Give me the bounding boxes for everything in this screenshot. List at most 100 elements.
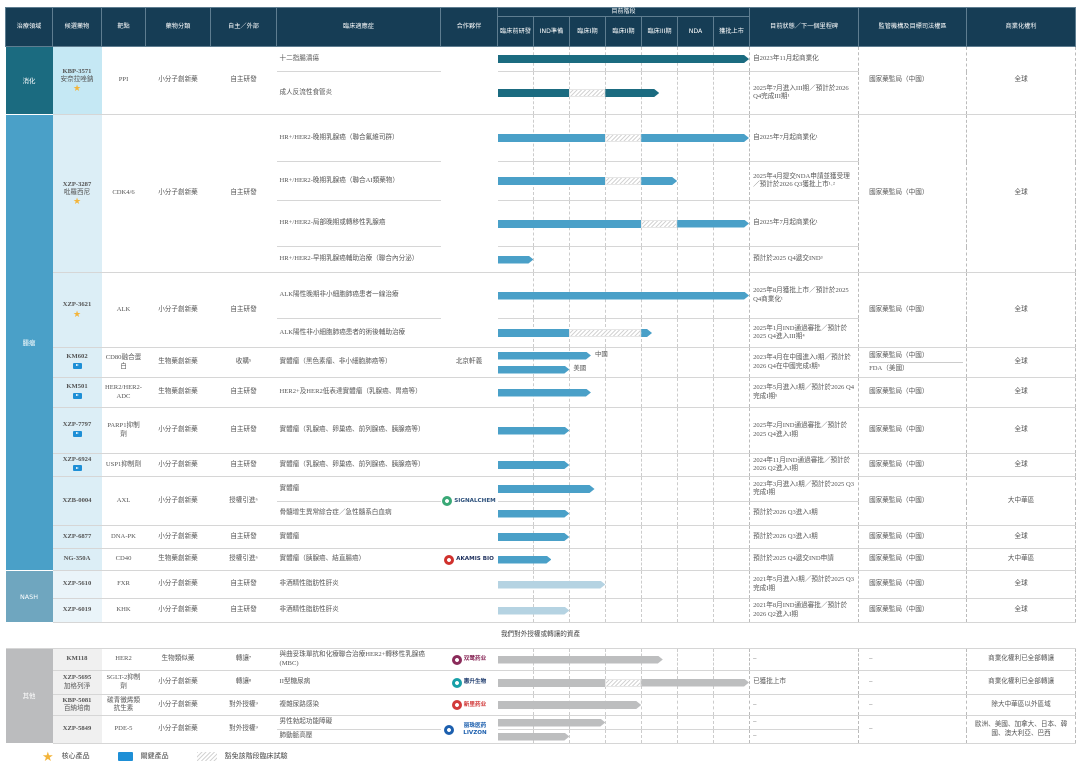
drug-class: 生物藥創新藥	[145, 548, 211, 571]
phase-gridline	[677, 319, 679, 347]
progress-bar-waived	[605, 678, 642, 687]
drug-class: 生物藥創新藥	[145, 377, 211, 408]
phase-progress	[497, 71, 750, 115]
drug-source: 自主研發	[210, 570, 277, 599]
drug-cell: XZP-5849	[52, 715, 102, 744]
commercial-rights: 全球	[966, 377, 1077, 408]
phase-gridline	[713, 599, 715, 622]
progress-track	[498, 733, 750, 741]
drug-source: 轉讓⁷	[210, 648, 277, 671]
drug-cell: XZP-6019	[52, 598, 102, 623]
status-milestone: 預計於2026 Q3進入I期	[749, 525, 859, 549]
phase-gridline	[569, 408, 571, 453]
track-label: 美國	[573, 364, 587, 372]
phase-gridline	[713, 730, 715, 743]
drug-target: KHK	[101, 598, 146, 623]
phase-gridline	[641, 599, 643, 622]
progress-bar	[497, 329, 570, 337]
partner-logo: 丽珠医药 LIVZON	[443, 722, 495, 737]
drug-class: 小分子創新藥	[145, 694, 211, 716]
commercial-rights: 全球	[966, 453, 1077, 477]
progress-bar-waived	[605, 134, 642, 142]
phase-gridline	[605, 378, 607, 407]
phase-gridline	[677, 408, 679, 453]
phase-gridline	[605, 477, 607, 501]
track-label: 中國	[594, 350, 608, 358]
indication: 實體瘤（胰腺癌、結直腸癌）	[276, 548, 441, 571]
regulator-item: 國家藥監局（中國）	[869, 426, 929, 434]
regulator: –	[858, 648, 967, 671]
pipeline-row: XZP-6877 DNA-PK 小分子創新藥 自主研發 實體瘤 預計於2026 Q3進入I…	[6, 525, 1077, 549]
pipeline-row: KBP-5081 百納培南 碳青黴烯類抗生素 小分子創新藥 對外授權⁹ 複雜尿路感染 新里药…	[6, 694, 1077, 716]
drug-class: 小分子創新藥	[145, 407, 211, 454]
regulator-item: 國家藥監局（中國）	[869, 76, 929, 84]
phase-gridline	[605, 454, 607, 476]
header-source: 自主／外部	[210, 7, 277, 47]
drug-target: HER2	[101, 648, 146, 671]
phase-gridline	[569, 454, 571, 476]
commercial-rights: 全球	[966, 407, 1077, 454]
partner-logo: 双鹭药业	[444, 654, 495, 665]
regulator-item: –	[869, 725, 873, 733]
partner	[440, 114, 498, 273]
drug-source: 自主研發	[210, 453, 277, 477]
drug-cell: XZP-6877	[52, 525, 102, 549]
pipeline-row: 肺動脈高壓 –	[6, 729, 1076, 744]
progress-track	[498, 510, 750, 518]
phase-gridline	[677, 571, 679, 598]
pipeline-row: XZP-5695 加格列淨 SGLT-2抑制劑 小分子創新藥 轉讓⁸ II型糖尿病 惠升生物…	[6, 670, 1077, 695]
phase-gridline	[713, 348, 715, 377]
partner-logo-text: 丽珠医药 LIVZON	[463, 722, 487, 736]
progress-bar	[498, 556, 552, 564]
drug-cell: XZP-5695 加格列淨	[52, 670, 102, 695]
star-icon: ★	[72, 196, 82, 207]
phase-gridline	[677, 348, 679, 377]
drug-source: 自主研發	[210, 272, 277, 348]
header-stage: 目前階段	[496, 7, 751, 17]
indication: 與曲妥珠單抗和化療聯合治療HER2+轉移性乳腺癌 (MBC)	[276, 648, 441, 671]
progress-bar	[497, 134, 606, 142]
pipeline-row: XZB-0004 AXL 小分子創新藥 授權引進⁶ 實體瘤 SIGNALCHEM 2023年…	[6, 476, 1077, 526]
drug-target: PDE-5	[101, 715, 146, 744]
status-milestone: 2023年4月在中國進入I期／預計於2026 Q4在中國完成I期⁵	[749, 347, 859, 378]
phase-gridline	[641, 378, 643, 407]
phase-progress	[497, 729, 750, 744]
partner-logo-text: SIGNALCHEM	[454, 497, 496, 504]
header-phase-nda: NDA	[677, 16, 714, 47]
phase-gridline	[713, 477, 715, 501]
commercial-rights: 全球	[966, 347, 1077, 378]
drug-cell: KBP-5081 百納培南	[52, 694, 102, 716]
drug-source: 自主研發	[210, 46, 277, 115]
header-regulator: 監管機構及目標司法權區	[858, 7, 968, 47]
drug-source: 授權引進⁶	[210, 548, 277, 571]
progress-track	[498, 719, 750, 727]
drug-code: KBP-3571	[62, 67, 92, 75]
progress-track	[498, 607, 750, 615]
progress-bar	[498, 581, 606, 589]
drug-target: FXR	[101, 570, 146, 599]
progress-track	[498, 292, 750, 300]
phase-gridline	[605, 730, 607, 743]
phase-gridline	[713, 319, 715, 347]
phase-progress	[497, 453, 750, 477]
progress-track	[497, 329, 750, 337]
pipeline-row: XZP-5849 PDE-5 小分子創新藥 對外授權⁹ 男性勃起功能障礙 丽珠医药 LIV…	[6, 715, 1077, 744]
indication: 骨髓增生異常綜合症／急性髓系白血病	[276, 501, 441, 526]
phase-gridline	[605, 502, 607, 525]
regulator-item: FDA（美國）	[869, 362, 964, 375]
indication: 肺動脈高壓	[276, 729, 441, 744]
drug-source: 對外授權⁹	[210, 694, 277, 716]
drug-code: KM501	[66, 383, 88, 391]
status-milestone: 預計於2026 Q3進入I期	[749, 501, 859, 526]
progress-track	[497, 89, 750, 97]
status-milestone: 自2025年7月起商業化¹	[749, 200, 859, 247]
phase-progress	[497, 272, 750, 319]
phase-gridline	[569, 526, 571, 548]
drug-cell: NG-350A	[52, 548, 102, 571]
phase-progress	[497, 161, 750, 201]
therapeutic-area: NASH	[5, 570, 53, 623]
phase-gridline	[641, 716, 643, 729]
key-product-tag-icon	[117, 751, 133, 761]
phase-gridline	[569, 599, 571, 622]
indication: 實體瘤（乳腺癌、卵巢癌、前列腺癌、胰腺癌等）	[276, 407, 441, 454]
